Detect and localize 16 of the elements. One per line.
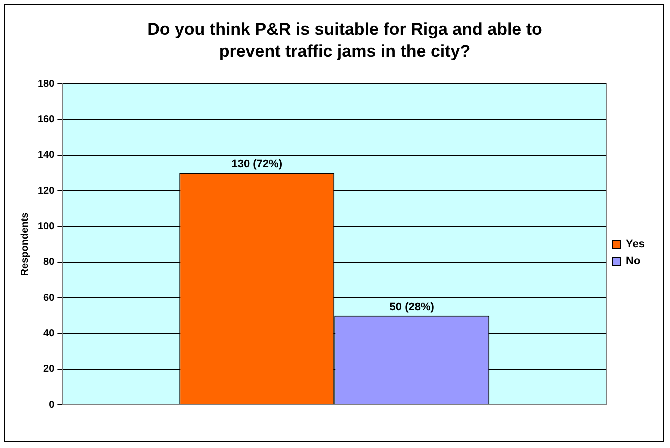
y-tick-label: 140 (38, 150, 56, 162)
y-tick-label: 0 (49, 400, 56, 411)
y-tick-label: 60 (44, 292, 56, 304)
y-tick-label: 120 (38, 186, 56, 197)
y-axis-title: Respondents (20, 212, 31, 276)
y-tick-label: 160 (38, 114, 56, 126)
y-tick-label: 40 (44, 328, 56, 340)
chart-title: Do you think P&R is suitable for Riga and able to prevent traffic jams in the city? (146, 19, 544, 63)
data-label: 50 (28%) (390, 301, 435, 314)
y-tick-label: 80 (44, 257, 56, 268)
data-label: 130 (72%) (232, 158, 283, 171)
y-tick-label: 180 (38, 78, 56, 90)
legend-label: No (626, 256, 641, 268)
y-tick-label: 20 (44, 364, 56, 376)
y-tick-label: 100 (38, 221, 56, 232)
legend-label: Yes (626, 238, 646, 251)
